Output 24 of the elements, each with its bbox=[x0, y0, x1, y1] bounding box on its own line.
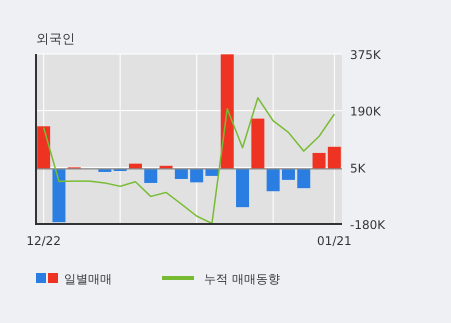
y-tick-label: 5K bbox=[350, 161, 367, 176]
y-tick-label: 375K bbox=[350, 48, 382, 62]
y-tick-label: -180K bbox=[350, 218, 386, 232]
bar bbox=[266, 168, 280, 192]
legend-label: 일별매매 bbox=[64, 272, 112, 286]
line-series bbox=[42, 97, 336, 224]
legend-label: 누적 매매동향 bbox=[204, 272, 280, 286]
bar bbox=[312, 152, 326, 169]
x-tick-label: 01/21 bbox=[317, 234, 352, 248]
x-tick-label: 12/22 bbox=[26, 234, 61, 248]
bar bbox=[297, 168, 310, 188]
bar bbox=[174, 168, 188, 179]
bar bbox=[328, 146, 341, 169]
bar bbox=[37, 126, 50, 169]
y-tick-label: 190K bbox=[350, 104, 382, 119]
bar bbox=[144, 168, 158, 183]
bar bbox=[251, 118, 264, 169]
chart-title: 외국인 bbox=[36, 32, 75, 47]
bar bbox=[190, 168, 204, 182]
bar bbox=[236, 168, 250, 208]
bar bbox=[220, 54, 234, 169]
bar bbox=[52, 168, 66, 222]
bar bbox=[128, 164, 142, 169]
bar bbox=[282, 168, 295, 180]
